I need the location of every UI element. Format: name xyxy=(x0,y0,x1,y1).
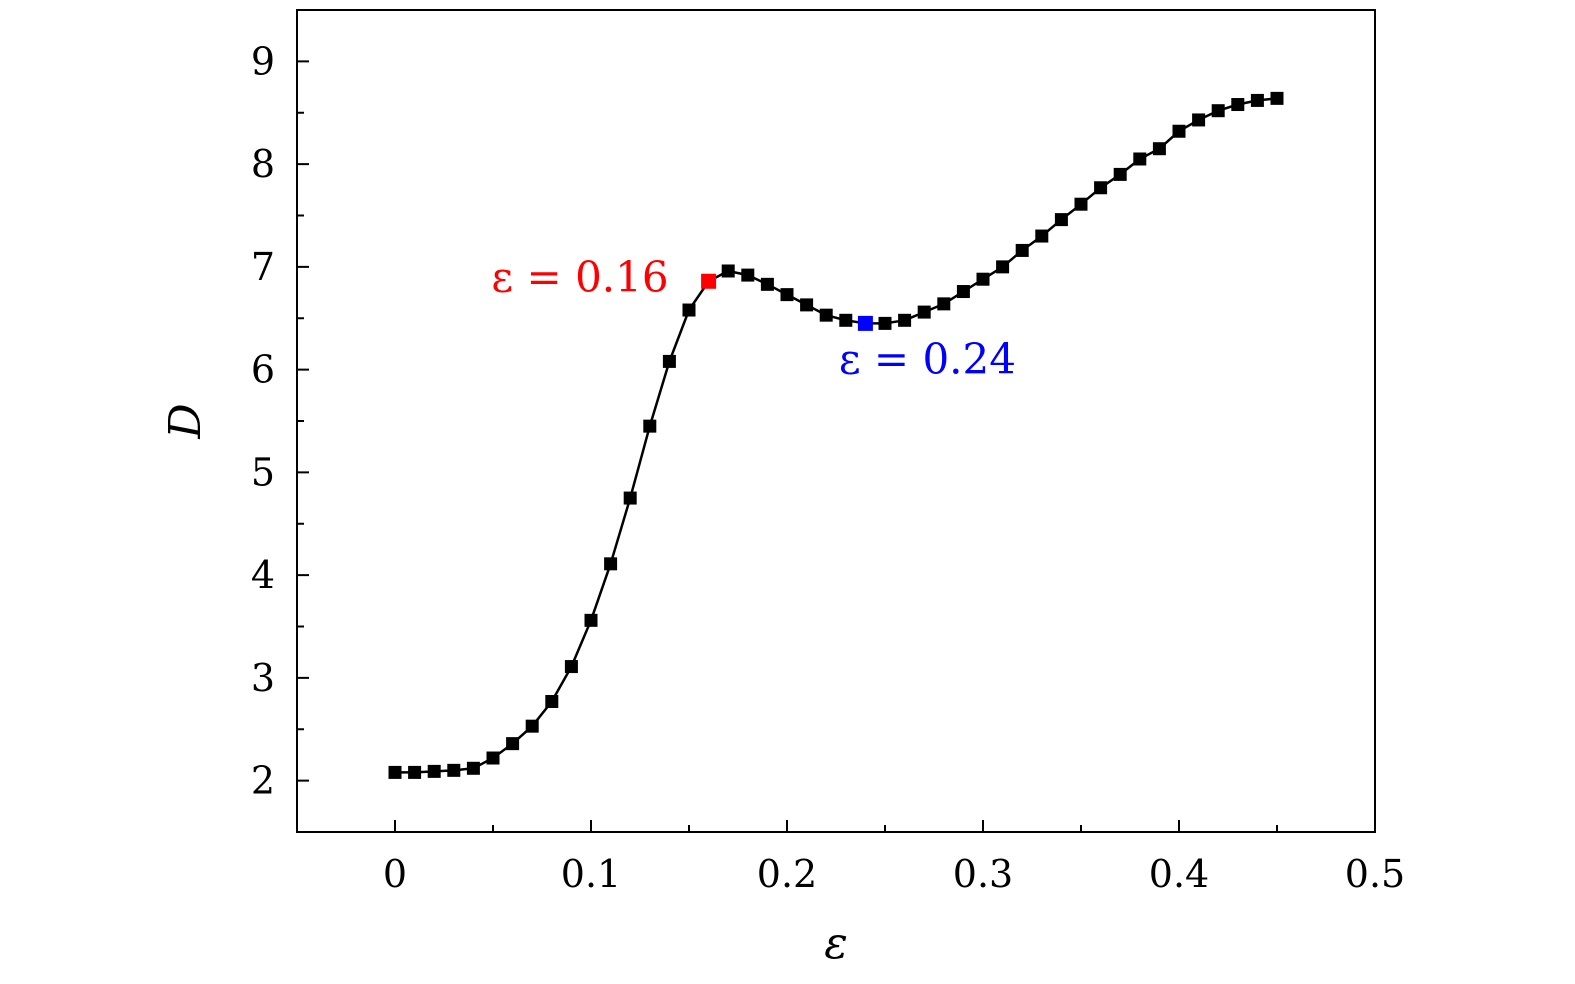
data-point xyxy=(447,763,461,777)
data-point xyxy=(388,765,402,779)
y-axis-label: D xyxy=(160,403,211,439)
x-tick-label: 0 xyxy=(383,852,407,896)
data-point xyxy=(996,260,1010,274)
y-tick-label: 8 xyxy=(251,142,275,186)
data-point xyxy=(878,316,892,330)
data-point xyxy=(545,695,559,709)
y-tick-label: 9 xyxy=(251,39,275,83)
data-point xyxy=(584,613,598,627)
data-point xyxy=(917,305,931,319)
data-point xyxy=(1074,197,1088,211)
highlight-point xyxy=(701,273,717,289)
data-point xyxy=(623,491,637,505)
data-point xyxy=(408,765,422,779)
y-tick-label: 4 xyxy=(251,553,275,597)
plot-frame xyxy=(296,9,1376,833)
data-point xyxy=(976,272,990,286)
data-point xyxy=(1231,98,1245,112)
data-point xyxy=(604,557,618,571)
y-tick-label: 5 xyxy=(251,450,275,494)
x-axis-label: ε xyxy=(824,918,848,969)
data-point xyxy=(1035,229,1049,243)
data-point xyxy=(1094,181,1108,195)
data-point xyxy=(1133,152,1147,166)
data-point xyxy=(937,297,951,311)
data-point xyxy=(1211,104,1225,118)
annotation-label: ε = 0.16 xyxy=(491,252,668,301)
data-point xyxy=(1172,124,1186,138)
data-point xyxy=(525,719,539,733)
data-point xyxy=(1250,93,1264,107)
data-point xyxy=(800,298,814,312)
annotation-label: ε = 0.24 xyxy=(839,334,1016,383)
data-point xyxy=(780,288,794,302)
y-tick-label: 6 xyxy=(251,348,275,392)
data-point xyxy=(427,764,441,778)
data-point xyxy=(1015,243,1029,257)
data-point xyxy=(506,737,520,751)
data-point xyxy=(819,308,833,322)
data-point xyxy=(486,751,500,765)
highlight-point xyxy=(857,315,873,331)
data-point xyxy=(1192,113,1206,127)
data-point xyxy=(643,419,657,433)
x-tick-label: 0.1 xyxy=(561,852,621,896)
x-tick-label: 0.5 xyxy=(1345,852,1405,896)
data-point xyxy=(839,313,853,327)
x-tick-label: 0.3 xyxy=(953,852,1013,896)
series-line xyxy=(395,97,1278,774)
y-tick-label: 7 xyxy=(251,245,275,289)
data-point xyxy=(956,285,970,299)
data-point xyxy=(1270,91,1284,105)
data-point xyxy=(564,660,578,674)
data-point xyxy=(682,303,696,317)
x-tick-label: 0.4 xyxy=(1149,852,1209,896)
data-point xyxy=(760,277,774,291)
x-tick-label: 0.2 xyxy=(757,852,817,896)
data-point xyxy=(898,313,912,327)
y-tick-label: 3 xyxy=(251,656,275,700)
data-point xyxy=(466,761,480,775)
y-tick-label: 2 xyxy=(251,759,275,803)
data-point xyxy=(721,264,735,278)
data-point xyxy=(1152,142,1166,156)
data-point xyxy=(1054,213,1068,227)
data-point xyxy=(741,268,755,282)
data-point xyxy=(1113,167,1127,181)
data-point xyxy=(662,354,676,368)
